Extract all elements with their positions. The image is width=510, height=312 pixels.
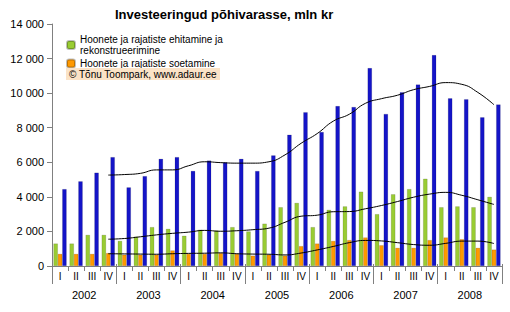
svg-text:4 000: 4 000 [16,191,44,203]
svg-text:IV: IV [104,271,114,282]
svg-text:III: III [217,271,225,282]
svg-text:14 000: 14 000 [10,18,44,30]
svg-text:6 000: 6 000 [16,156,44,168]
svg-text:III: III [409,271,417,282]
svg-text:2006: 2006 [329,289,353,301]
svg-text:I: I [316,271,319,282]
svg-text:I: I [187,271,190,282]
svg-text:12 000: 12 000 [10,53,44,65]
svg-text:IV: IV [168,271,178,282]
svg-text:II: II [459,271,465,282]
svg-text:I: I [252,271,255,282]
svg-text:III: III [88,271,96,282]
svg-text:I: I [59,271,62,282]
svg-text:2 000: 2 000 [16,225,44,237]
svg-text:III: III [474,271,482,282]
svg-text:2005: 2005 [265,289,289,301]
svg-text:II: II [330,271,336,282]
svg-text:2008: 2008 [458,289,482,301]
svg-text:Hoonete ja rajatiste ehitamine: Hoonete ja rajatiste ehitamine ja [80,34,226,45]
svg-text:II: II [138,271,144,282]
svg-text:Investeeringud põhivarasse, ml: Investeeringud põhivarasse, mln kr [115,7,333,22]
svg-text:IV: IV [232,271,242,282]
svg-text:I: I [380,271,383,282]
svg-text:IV: IV [361,271,371,282]
svg-text:2002: 2002 [72,289,96,301]
svg-text:0: 0 [38,260,44,272]
svg-text:IV: IV [296,271,306,282]
svg-text:2007: 2007 [393,289,417,301]
svg-text:IV: IV [425,271,435,282]
svg-text:II: II [73,271,79,282]
svg-text:© Tõnu Toompark, www.adaur.ee: © Tõnu Toompark, www.adaur.ee [69,69,217,80]
svg-text:II: II [395,271,401,282]
svg-text:III: III [152,271,160,282]
svg-text:Hoonete ja rajatiste soetamine: Hoonete ja rajatiste soetamine [80,58,216,69]
svg-text:2003: 2003 [136,289,160,301]
svg-text:I: I [444,271,447,282]
svg-text:2004: 2004 [200,289,224,301]
svg-text:rekonstrueerimine: rekonstrueerimine [80,45,160,56]
svg-text:II: II [266,271,272,282]
svg-text:IV: IV [489,271,499,282]
svg-text:III: III [345,271,353,282]
svg-text:8 000: 8 000 [16,122,44,134]
svg-text:I: I [123,271,126,282]
svg-text:10 000: 10 000 [10,87,44,99]
svg-text:II: II [202,271,208,282]
svg-text:III: III [281,271,289,282]
